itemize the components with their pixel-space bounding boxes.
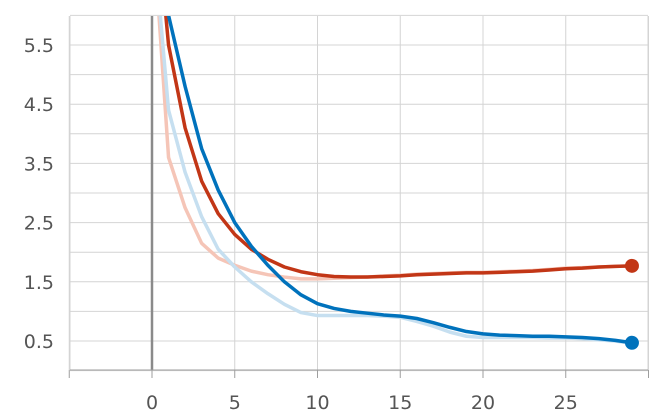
x-tick-label: 25 <box>554 392 578 414</box>
series-2-raw-line <box>158 16 634 346</box>
x-tick-label: 15 <box>388 392 412 414</box>
y-tick-label: 2.5 <box>24 213 54 235</box>
y-tick-label: 1.5 <box>24 272 54 294</box>
series-lines <box>157 16 639 350</box>
tick-labels: 0.5 1.5 2.5 3.5 4.5 5.5 0 5 10 15 20 25 <box>24 35 578 414</box>
series-1-raw-line <box>157 16 634 281</box>
x-tick-label: 20 <box>471 392 495 414</box>
y-tick-label: 3.5 <box>24 153 54 175</box>
y-tick-label: 5.5 <box>24 35 54 57</box>
series-1-line <box>164 16 634 279</box>
y-tick-label: 0.5 <box>24 331 54 353</box>
series-1-end-marker <box>624 258 639 273</box>
series-2-end-marker <box>624 335 639 350</box>
x-tick-label: 5 <box>229 392 241 414</box>
axes <box>68 16 649 378</box>
x-tick-label: 10 <box>305 392 329 414</box>
grid <box>68 14 649 372</box>
y-tick-label: 4.5 <box>24 94 54 116</box>
series-2-line <box>166 16 634 345</box>
x-tick-label: 0 <box>146 392 158 414</box>
